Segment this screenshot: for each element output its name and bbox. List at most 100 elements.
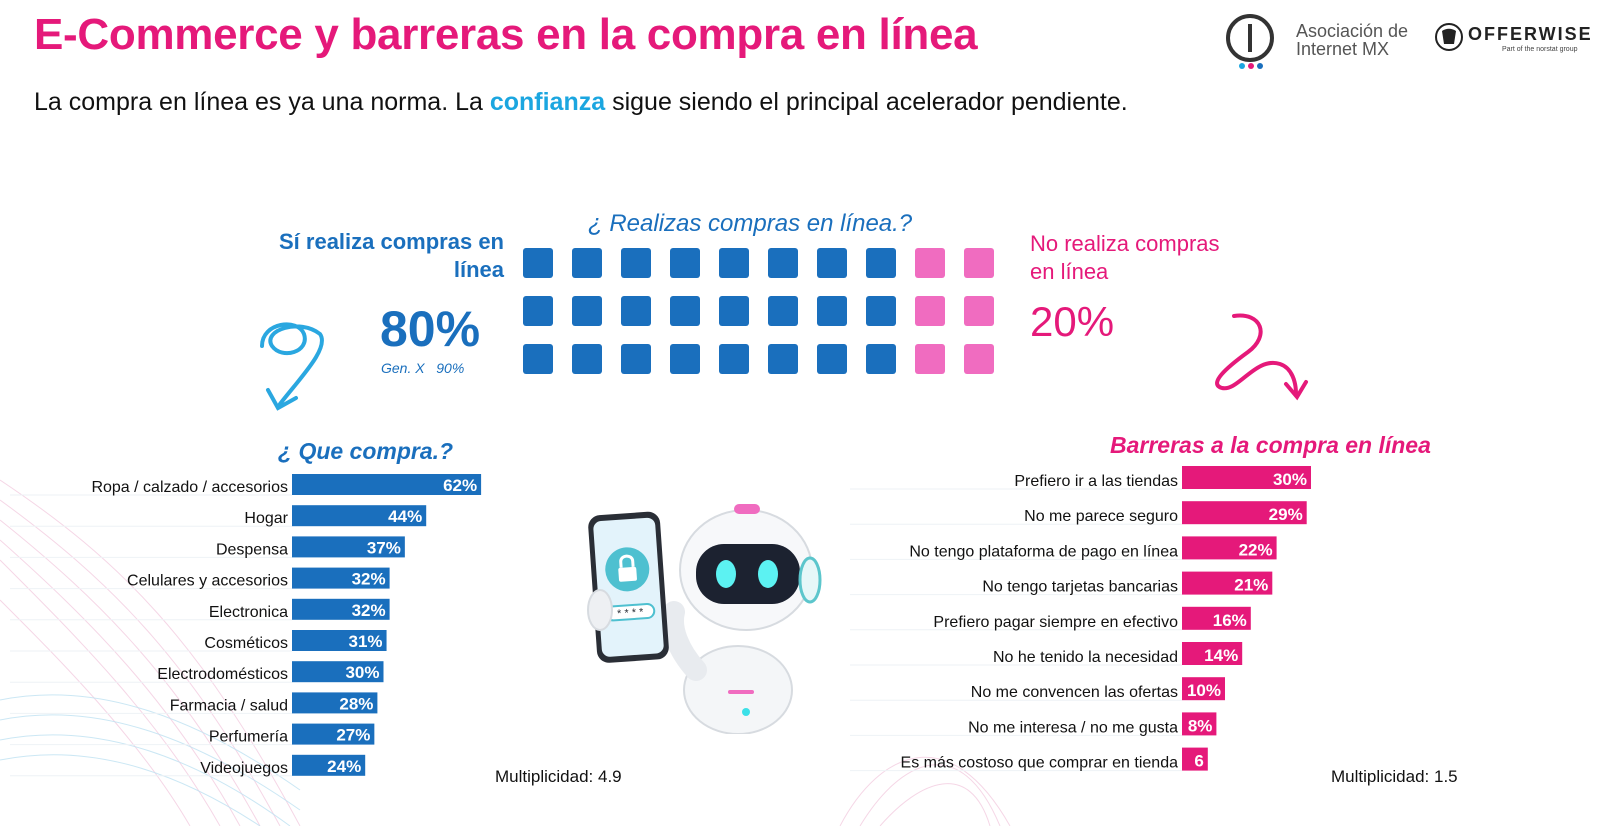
waffle-cell-yes bbox=[719, 344, 749, 374]
barriers-multiplicity: Multiplicidad: 1.5 bbox=[1331, 767, 1458, 786]
waffle-cell-no bbox=[915, 296, 945, 326]
robot-hand bbox=[587, 589, 613, 631]
wave-lines-right bbox=[839, 756, 1011, 826]
bar bbox=[292, 474, 482, 495]
curly-arrow-pink-icon bbox=[1215, 313, 1308, 401]
waffle-cell-yes bbox=[817, 344, 847, 374]
bar bbox=[1182, 712, 1217, 736]
waffle-cell-yes bbox=[719, 248, 749, 278]
robot-face-screen bbox=[696, 544, 800, 604]
subtitle-text-start: La compra en línea es ya una norma. La bbox=[34, 88, 490, 116]
bar-value-label: 29% bbox=[1269, 505, 1303, 524]
category-label: Electrodomésticos bbox=[157, 666, 288, 683]
waffle-cell-yes bbox=[621, 248, 651, 278]
waffle-cell-yes bbox=[523, 344, 553, 374]
amx-logo-icon bbox=[1226, 14, 1274, 69]
bar bbox=[1182, 536, 1277, 560]
waffle-cell-yes bbox=[768, 344, 798, 374]
bar-value-label: 37% bbox=[367, 538, 401, 557]
category-label: Farmacia / salud bbox=[170, 697, 288, 714]
bar-value-label: 14% bbox=[1204, 646, 1238, 665]
bar bbox=[292, 567, 390, 589]
amx-logo-text: Asociación de Internet MX bbox=[1296, 22, 1408, 58]
bar-value-label: 21% bbox=[1234, 576, 1268, 595]
offerwise-tagline: Part of the norstat group bbox=[1502, 46, 1578, 53]
bar-row: Ropa / calzado / accesorios 62% bbox=[10, 474, 482, 496]
barriers-bar-chart: Prefiero ir a las tiendas 30% No me parece… bbox=[850, 466, 1311, 772]
waffle-cell-yes bbox=[621, 344, 651, 374]
bar-value-label: 32% bbox=[352, 601, 386, 620]
robot-ear bbox=[798, 556, 822, 604]
purchases-chart-title: ¿ Que compra.? bbox=[278, 438, 454, 464]
amx-logo-line2: Internet MX bbox=[1296, 39, 1390, 59]
bar bbox=[1182, 747, 1208, 771]
yes-label: Sí realiza compras en línea bbox=[279, 229, 504, 282]
bar-value-label: 10% bbox=[1187, 681, 1221, 700]
bar bbox=[292, 692, 378, 714]
waffle-cell-no bbox=[915, 344, 945, 374]
category-label: No tengo tarjetas bancarias bbox=[982, 579, 1178, 596]
bar bbox=[292, 630, 387, 651]
bar-value-label: 30% bbox=[345, 663, 379, 682]
waffle-cell-yes bbox=[670, 248, 700, 278]
bar-row: No me parece seguro 29% bbox=[850, 501, 1307, 525]
bar-row: Cosméticos 31% bbox=[10, 630, 387, 652]
waffle-cell-yes bbox=[719, 296, 749, 326]
waffle-cell-yes bbox=[866, 296, 896, 326]
bar-value-label: 16% bbox=[1213, 611, 1247, 630]
waffle-cell-yes bbox=[866, 248, 896, 278]
wave-lines-left-blue bbox=[0, 694, 301, 826]
category-label: Prefiero ir a las tiendas bbox=[1014, 473, 1178, 490]
bar-value-label: 24% bbox=[327, 757, 361, 776]
bar bbox=[292, 754, 366, 776]
svg-text:* * * *: * * * * bbox=[617, 606, 645, 620]
waffle-cell-yes bbox=[670, 344, 700, 374]
bar-row: No me interesa / no me gusta 8% bbox=[850, 712, 1217, 736]
robot-arm bbox=[662, 601, 707, 681]
bar bbox=[1182, 501, 1307, 525]
barriers-chart-title: Barreras a la compra en línea bbox=[1110, 432, 1431, 458]
waffle-cell-yes bbox=[768, 248, 798, 278]
genx-note: Gen. X 90% bbox=[381, 360, 465, 376]
bar bbox=[1182, 677, 1225, 701]
no-percentage: 20% bbox=[1030, 298, 1115, 345]
bar-row: Electrodomésticos 30% bbox=[10, 661, 384, 683]
bar-value-label: 32% bbox=[352, 570, 386, 589]
purchases-bar-chart: Ropa / calzado / accesorios 62% Hogar 44% De… bbox=[10, 474, 482, 777]
category-label: No me interesa / no me gusta bbox=[968, 719, 1178, 736]
bar-value-label: 28% bbox=[339, 694, 373, 713]
bar-row: Es más costoso que comprar en tienda 6 bbox=[850, 747, 1208, 772]
category-label: Electronica bbox=[209, 604, 288, 621]
purchases-multiplicity: Multiplicidad: 4.9 bbox=[495, 767, 622, 786]
waffle-cell-yes bbox=[572, 296, 602, 326]
waffle-question: ¿ Realizas compras en línea.? bbox=[588, 210, 913, 237]
offerwise-logo: OFFERWISE bbox=[1468, 24, 1593, 44]
bar-row: Hogar 44% bbox=[10, 505, 427, 527]
category-label: Celulares y accesorios bbox=[127, 573, 288, 590]
page-subtitle: La compra en línea es ya una norma. La c… bbox=[34, 88, 1128, 117]
bar-value-label: 6 bbox=[1194, 752, 1203, 771]
category-label: Perfumería bbox=[209, 729, 288, 746]
category-label: Ropa / calzado / accesorios bbox=[91, 479, 288, 496]
bar-row: Perfumería 27% bbox=[10, 723, 375, 746]
amx-logo-line1: Asociación de bbox=[1296, 21, 1409, 41]
bar bbox=[1182, 642, 1243, 665]
category-label: No me convencen las ofertas bbox=[971, 684, 1178, 701]
bar-row: Electronica 32% bbox=[10, 598, 390, 621]
robot-chest-light bbox=[728, 690, 754, 694]
bar-row: Prefiero ir a las tiendas 30% bbox=[850, 466, 1311, 490]
waffle-cell-yes bbox=[572, 344, 602, 374]
category-label: Cosméticos bbox=[204, 635, 288, 652]
waffle-cell-yes bbox=[621, 296, 651, 326]
waffle-cell-yes bbox=[670, 296, 700, 326]
bar-value-label: 44% bbox=[388, 507, 422, 526]
bar bbox=[1182, 466, 1311, 489]
phone-icon: * * * * bbox=[588, 511, 669, 663]
bar bbox=[292, 505, 427, 527]
bar-row: No me convencen las ofertas 10% bbox=[850, 677, 1225, 701]
waffle-grid bbox=[523, 248, 994, 374]
yes-percentage: 80% bbox=[380, 301, 481, 357]
waffle-chart bbox=[507, 234, 1015, 384]
category-label: Hogar bbox=[244, 510, 288, 527]
